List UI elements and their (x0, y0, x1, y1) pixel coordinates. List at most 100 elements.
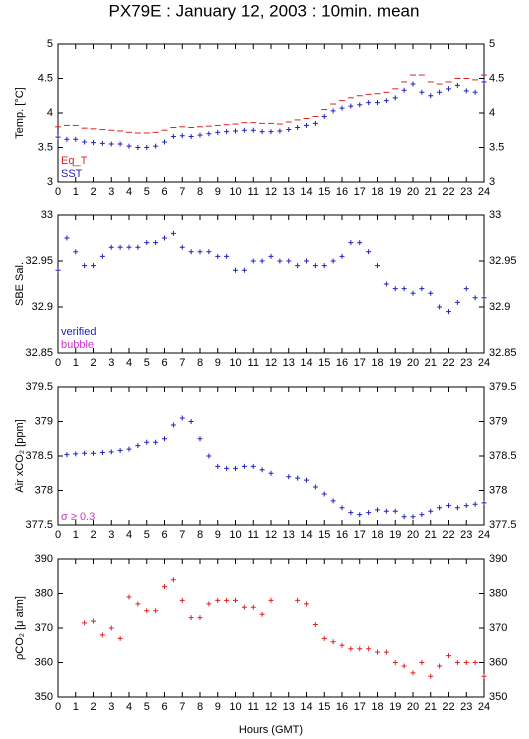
y-tick-label: 378.5 (25, 450, 53, 462)
data-point (99, 450, 105, 456)
data-point (472, 660, 478, 665)
x-tick-label: 12 (265, 701, 277, 713)
x-tick-label: 22 (442, 357, 454, 369)
data-point (419, 660, 425, 665)
data-point (188, 419, 194, 424)
y-tick-label: 379 (35, 415, 53, 427)
data-point (437, 89, 443, 95)
data-point (321, 263, 327, 269)
data-point (410, 290, 416, 296)
data-point (206, 453, 212, 459)
legend-entry: verified (61, 326, 96, 338)
x-tick-label: 18 (371, 701, 383, 713)
x-tick-label: 18 (371, 357, 383, 369)
data-point (428, 673, 434, 679)
data-point (392, 286, 398, 292)
x-tick-label: 1 (73, 529, 79, 541)
x-tick-label: 20 (407, 357, 419, 369)
data-point (463, 88, 469, 94)
data-point (144, 439, 150, 445)
data-point (472, 89, 478, 95)
y-tick-label: 380 (35, 587, 53, 599)
y-axis-label: Air xCO₂ [ppm] (14, 419, 26, 492)
data-point (463, 660, 469, 665)
y-tick-label: 32.95 (489, 255, 517, 267)
y-tick-label: 350 (489, 691, 507, 703)
data-point (481, 500, 487, 506)
data-point (91, 263, 96, 269)
x-tick-label: 0 (55, 529, 61, 541)
x-tick-label: 22 (442, 701, 454, 713)
x-tick-label: 6 (161, 186, 167, 198)
data-point (268, 129, 274, 135)
x-tick-label: 9 (215, 701, 221, 713)
data-point (339, 505, 345, 511)
data-point (233, 597, 238, 603)
data-point (233, 267, 238, 273)
x-tick-label: 5 (144, 529, 150, 541)
x-tick-label: 23 (460, 357, 472, 369)
y-tick-label: 32.85 (489, 347, 517, 359)
y-axis-label: ρCO₂ [μ atm] (14, 596, 26, 660)
x-tick-label: 20 (407, 701, 419, 713)
y-tick-label: 370 (35, 622, 53, 634)
x-tick-label: 11 (248, 357, 259, 369)
data-point (463, 286, 469, 292)
x-tick-label: 4 (126, 701, 132, 713)
data-point (268, 597, 274, 603)
x-tick-label: 23 (460, 186, 472, 198)
x-tick-label: 14 (300, 529, 312, 541)
data-point (162, 235, 167, 241)
x-tick-label: 16 (336, 701, 348, 713)
data-point (375, 263, 380, 269)
data-point (375, 649, 380, 655)
data-point (383, 281, 389, 287)
x-tick-label: 9 (215, 357, 221, 369)
data-point (179, 597, 185, 603)
y-tick-label: 390 (35, 553, 53, 565)
data-point (215, 463, 221, 469)
y-tick-label: 32.9 (489, 301, 510, 313)
data-point (375, 100, 380, 106)
y-tick-label: 378.5 (489, 450, 517, 462)
x-tick-label: 3 (108, 701, 114, 713)
data-point (446, 503, 451, 509)
x-tick-label: 5 (144, 186, 150, 198)
x-tick-label: 8 (197, 186, 203, 198)
data-point (268, 470, 274, 476)
x-tick-label: 2 (90, 357, 96, 369)
x-tick-label: 8 (197, 529, 203, 541)
y-tick-label: 360 (35, 656, 53, 668)
data-point (330, 108, 336, 114)
y-tick-label: 4 (489, 107, 495, 119)
data-point (454, 660, 460, 665)
data-point (410, 670, 416, 676)
data-point (117, 635, 123, 641)
y-tick-label: 360 (489, 656, 507, 668)
data-point (277, 128, 283, 134)
x-tick-label: 13 (283, 529, 295, 541)
x-tick-label: 2 (90, 186, 96, 198)
data-point (117, 447, 123, 453)
data-point (135, 601, 141, 607)
data-point (419, 286, 425, 292)
y-tick-label: 3.5 (38, 141, 53, 153)
x-tick-label: 22 (442, 529, 454, 541)
y-tick-label: 5 (489, 38, 495, 50)
data-point (410, 81, 416, 87)
x-tick-label: 2 (90, 529, 96, 541)
data-point (135, 145, 141, 150)
data-point (188, 615, 194, 621)
data-point (153, 439, 159, 445)
x-tick-label: 19 (389, 357, 401, 369)
x-tick-label: 10 (229, 357, 241, 369)
data-point (295, 597, 301, 603)
data-point (73, 249, 79, 255)
data-point (304, 477, 309, 483)
x-axis-label: Hours (GMT) (239, 724, 303, 736)
data-point (286, 474, 292, 480)
data-point (179, 415, 185, 421)
x-tick-label: 17 (354, 701, 366, 713)
data-point (277, 258, 283, 264)
